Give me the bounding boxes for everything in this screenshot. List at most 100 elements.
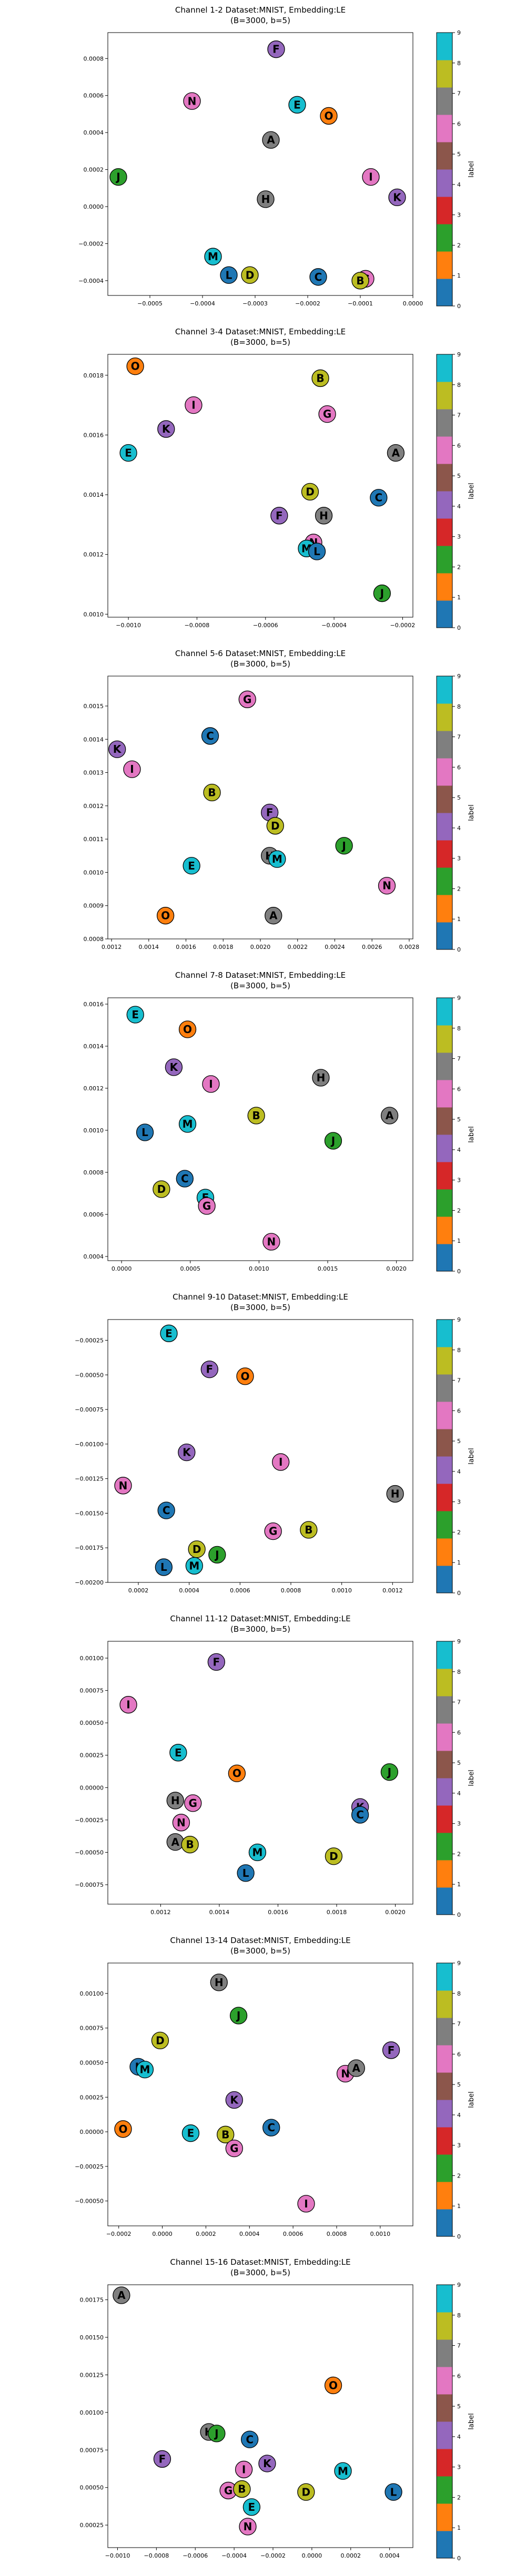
point-label: G bbox=[269, 1525, 277, 1538]
point-label: F bbox=[206, 1363, 213, 1376]
point-label: D bbox=[306, 485, 315, 498]
colorbar-segment bbox=[437, 998, 452, 1026]
point-marker bbox=[301, 483, 319, 501]
colorbar-tick-label: 1 bbox=[457, 1559, 461, 1566]
point-marker bbox=[210, 1974, 228, 1991]
colorbar-frame bbox=[436, 676, 453, 950]
data-point: M bbox=[204, 248, 222, 265]
colorbar-label: label bbox=[468, 1770, 476, 1786]
point-label: A bbox=[392, 447, 400, 459]
colorbar-frame bbox=[436, 1962, 453, 2237]
data-point: N bbox=[114, 1477, 132, 1495]
data-point: B bbox=[217, 2125, 235, 2143]
point-marker bbox=[247, 1107, 265, 1125]
data-point: K bbox=[225, 2091, 243, 2109]
colorbar-segment bbox=[437, 1696, 452, 1724]
colorbar-tick-label: 5 bbox=[457, 473, 461, 479]
data-point: F bbox=[382, 2041, 400, 2059]
x-tick-label: 0.0022 bbox=[287, 944, 308, 950]
x-tick-label: −0.0001 bbox=[348, 300, 373, 307]
point-marker bbox=[242, 2498, 261, 2516]
data-point: I bbox=[272, 1453, 290, 1471]
point-marker bbox=[157, 1501, 175, 1519]
x-tick-label: 0.0012 bbox=[382, 1587, 403, 1594]
colorbar-segment bbox=[437, 87, 452, 115]
point-label: O bbox=[240, 1370, 249, 1383]
data-point: B bbox=[181, 1836, 199, 1854]
point-marker bbox=[153, 2450, 171, 2468]
point-marker bbox=[204, 248, 222, 265]
point-marker bbox=[312, 1069, 330, 1087]
y-tick-label: 0.00025 bbox=[80, 2522, 104, 2529]
data-point: C bbox=[241, 2430, 259, 2448]
chart-panel: Channel 1-2 Dataset:MNIST, Embedding:LE(… bbox=[78, 5, 476, 310]
data-point: H bbox=[166, 1792, 184, 1810]
chart-panel: Channel 13-14 Dataset:MNIST, Embedding:L… bbox=[75, 1936, 476, 2240]
colorbar-tick-label: 7 bbox=[457, 1699, 461, 1706]
point-label: F bbox=[388, 2044, 395, 2057]
data-point: I bbox=[202, 1075, 220, 1093]
point-marker bbox=[351, 1806, 369, 1824]
colorbar-segment bbox=[437, 279, 452, 306]
data-point: I bbox=[123, 760, 141, 778]
colorbar-segment bbox=[437, 2154, 452, 2182]
data-point: G bbox=[225, 2139, 243, 2158]
chart-subtitle: (B=3000, b=5) bbox=[230, 981, 290, 990]
data-point: E bbox=[181, 2124, 200, 2142]
point-marker bbox=[373, 584, 391, 602]
chart-panel: Channel 9-10 Dataset:MNIST, Embedding:LE… bbox=[75, 1292, 476, 1597]
y-tick-label: 0.0014 bbox=[84, 736, 104, 743]
point-marker bbox=[169, 1744, 187, 1762]
point-label: C bbox=[181, 1172, 189, 1185]
point-label: L bbox=[313, 545, 320, 558]
colorbar-segment bbox=[437, 1887, 452, 1915]
point-marker bbox=[248, 1843, 267, 1862]
data-point: D bbox=[266, 817, 284, 835]
point-marker bbox=[385, 2483, 402, 2501]
point-label: H bbox=[261, 193, 270, 206]
point-marker bbox=[309, 268, 327, 286]
colorbar-tick-label: 9 bbox=[457, 1960, 461, 1967]
point-label: H bbox=[317, 1071, 326, 1084]
point-marker bbox=[228, 1764, 246, 1782]
colorbar-segment bbox=[437, 2209, 452, 2237]
point-label: B bbox=[356, 274, 364, 287]
data-point: C bbox=[201, 727, 219, 745]
data-point: L bbox=[385, 2483, 402, 2501]
data-point: M bbox=[185, 1557, 203, 1575]
point-marker bbox=[233, 2480, 251, 2498]
data-point: D bbox=[325, 1847, 343, 1865]
colorbar-segment bbox=[437, 2100, 452, 2128]
x-tick-label: −0.0004 bbox=[190, 300, 215, 307]
colorbar-segment bbox=[437, 2127, 452, 2155]
x-tick-label: −0.0002 bbox=[390, 622, 416, 629]
colorbar-tick-label: 7 bbox=[457, 90, 461, 97]
colorbar-segment bbox=[437, 1566, 452, 1593]
colorbar-segment bbox=[437, 464, 452, 492]
chart-subtitle: (B=3000, b=5) bbox=[230, 1624, 290, 1634]
plot-frame bbox=[107, 676, 413, 939]
point-label: J bbox=[214, 1548, 219, 1561]
point-label: N bbox=[267, 1235, 276, 1248]
point-marker bbox=[325, 1847, 343, 1865]
point-label: A bbox=[117, 2289, 126, 2302]
point-marker bbox=[262, 131, 280, 149]
point-marker bbox=[387, 444, 405, 462]
point-marker bbox=[241, 2430, 259, 2448]
colorbar-frame bbox=[436, 2284, 453, 2559]
y-tick-label: −0.0004 bbox=[78, 278, 104, 284]
point-marker bbox=[119, 1696, 137, 1714]
chart-subtitle: (B=3000, b=5) bbox=[230, 1303, 290, 1312]
point-marker bbox=[236, 1367, 254, 1385]
data-point: E bbox=[169, 1744, 187, 1762]
x-tick-label: 0.0000 bbox=[112, 1265, 132, 1272]
colorbar: 0 1 2 3 4 5 6 7 8 9 label bbox=[436, 2282, 476, 2562]
colorbar-segment bbox=[437, 1456, 452, 1484]
point-marker bbox=[351, 272, 369, 290]
colorbar-segment bbox=[437, 2421, 452, 2449]
x-tick-label: 0.0020 bbox=[386, 1265, 407, 1272]
point-marker bbox=[324, 1132, 342, 1150]
plot-frame bbox=[107, 354, 413, 618]
data-point: J bbox=[208, 1546, 226, 1564]
point-marker bbox=[181, 2124, 200, 2142]
